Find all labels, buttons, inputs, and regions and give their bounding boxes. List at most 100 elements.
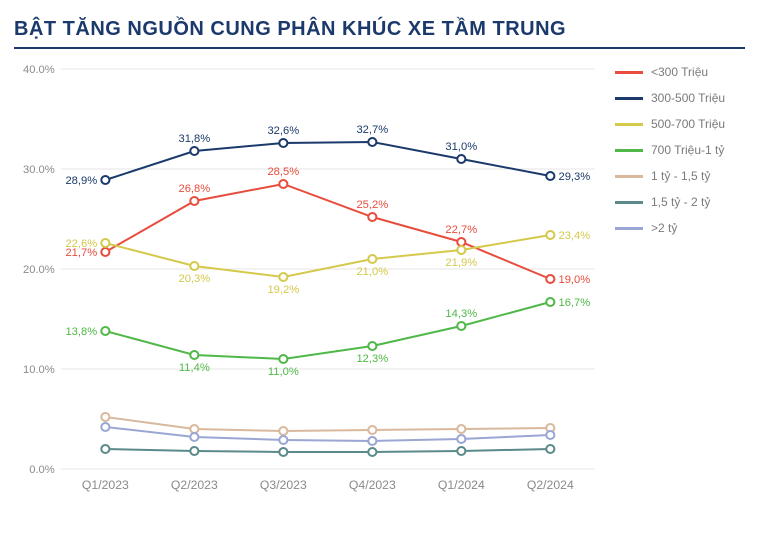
data-marker <box>368 426 376 434</box>
legend-item: 1,5 tỷ - 2 tỷ <box>615 195 745 209</box>
data-marker <box>279 180 287 188</box>
data-label: 19,0% <box>558 274 590 286</box>
data-marker <box>101 248 109 256</box>
data-label: 22,7% <box>445 224 477 236</box>
legend-item: <300 Triệu <box>615 65 745 79</box>
data-label: 28,5% <box>267 166 299 178</box>
x-tick-label: Q1/2024 <box>438 478 485 492</box>
data-marker <box>190 197 198 205</box>
data-marker <box>279 427 287 435</box>
data-marker <box>190 351 198 359</box>
data-label: 21,0% <box>356 266 388 278</box>
data-marker <box>190 262 198 270</box>
data-marker <box>190 147 198 155</box>
x-tick-label: Q3/2023 <box>260 478 307 492</box>
y-tick-label: 10.0% <box>23 364 55 376</box>
data-label: 16,7% <box>558 297 590 309</box>
plot-area: 0.0% 10.0% 20.0% 30.0% 40.0% Q1/2023 Q2/2023 Q3… <box>14 59 605 499</box>
data-label: 22,6% <box>65 238 97 250</box>
y-tick-label: 20.0% <box>23 264 55 276</box>
data-label: 31,0% <box>445 141 477 153</box>
legend-swatch <box>615 123 643 126</box>
data-marker <box>457 322 465 330</box>
data-label: 32,6% <box>267 125 299 137</box>
data-label: 26,8% <box>178 183 210 195</box>
legend-item: 700 Triệu-1 tỷ <box>615 143 745 157</box>
legend-swatch <box>615 71 643 74</box>
legend-label: 700 Triệu-1 tỷ <box>651 143 724 157</box>
data-marker <box>279 436 287 444</box>
legend-swatch <box>615 227 643 230</box>
data-marker <box>546 172 554 180</box>
data-marker <box>279 273 287 281</box>
legend-label: <300 Triệu <box>651 65 708 79</box>
legend-label: 300-500 Triệu <box>651 91 725 105</box>
chart-container: 0.0% 10.0% 20.0% 30.0% 40.0% Q1/2023 Q2/2023 Q3… <box>14 59 745 499</box>
series-line <box>105 184 550 279</box>
y-tick-label: 0.0% <box>29 464 55 476</box>
series-line <box>105 142 550 180</box>
data-marker <box>279 448 287 456</box>
y-tick-label: 30.0% <box>23 164 55 176</box>
data-label: 29,3% <box>558 171 590 183</box>
legend-label: 1,5 tỷ - 2 tỷ <box>651 195 710 209</box>
data-marker <box>368 437 376 445</box>
legend-swatch <box>615 175 643 178</box>
data-marker <box>190 425 198 433</box>
data-marker <box>457 435 465 443</box>
page-title: BẬT TĂNG NGUỒN CUNG PHÂN KHÚC XE TẦM TRU… <box>14 18 745 49</box>
series-line <box>105 235 550 277</box>
legend-label: >2 tỷ <box>651 221 677 235</box>
data-marker <box>368 255 376 263</box>
data-marker <box>457 425 465 433</box>
data-marker <box>101 413 109 421</box>
x-tick-label: Q1/2023 <box>82 478 129 492</box>
data-marker <box>101 176 109 184</box>
data-label: 25,2% <box>356 199 388 211</box>
data-marker <box>368 448 376 456</box>
data-label: 13,8% <box>65 326 97 338</box>
legend-item: 500-700 Triệu <box>615 117 745 131</box>
legend: <300 Triệu 300-500 Triệu 500-700 Triệu 700 … <box>605 59 745 499</box>
legend-swatch <box>615 97 643 100</box>
data-marker <box>101 445 109 453</box>
legend-swatch <box>615 201 643 204</box>
legend-swatch <box>615 149 643 152</box>
x-tick-label: Q2/2023 <box>171 478 218 492</box>
data-marker <box>279 139 287 147</box>
data-label: 12,3% <box>356 353 388 365</box>
data-marker <box>546 445 554 453</box>
data-marker <box>101 423 109 431</box>
line-chart-svg: 0.0% 10.0% 20.0% 30.0% 40.0% Q1/2023 Q2/2023 Q3… <box>14 59 605 499</box>
data-marker <box>457 246 465 254</box>
data-label: 14,3% <box>445 308 477 320</box>
legend-item: 300-500 Triệu <box>615 91 745 105</box>
data-marker <box>190 433 198 441</box>
data-label: 31,8% <box>178 133 210 145</box>
data-marker <box>457 238 465 246</box>
data-marker <box>546 431 554 439</box>
data-marker <box>368 138 376 146</box>
legend-item: 1 tỷ - 1,5 tỷ <box>615 169 745 183</box>
data-marker <box>457 155 465 163</box>
series-line <box>105 302 550 359</box>
data-marker <box>279 355 287 363</box>
data-label: 21,9% <box>445 257 477 269</box>
legend-label: 500-700 Triệu <box>651 117 725 131</box>
data-marker <box>368 213 376 221</box>
data-marker <box>546 231 554 239</box>
data-marker <box>101 327 109 335</box>
data-label: 11,0% <box>268 366 299 378</box>
data-label: 32,7% <box>356 124 388 136</box>
y-tick-label: 40.0% <box>23 64 55 76</box>
x-tick-label: Q4/2023 <box>349 478 396 492</box>
data-label: 20,3% <box>178 273 210 285</box>
data-label: 19,2% <box>267 284 299 296</box>
data-marker <box>368 342 376 350</box>
legend-label: 1 tỷ - 1,5 tỷ <box>651 169 710 183</box>
legend-item: >2 tỷ <box>615 221 745 235</box>
x-tick-label: Q2/2024 <box>527 478 574 492</box>
data-label: 23,4% <box>558 230 590 242</box>
series-line <box>105 417 550 431</box>
data-marker <box>546 275 554 283</box>
